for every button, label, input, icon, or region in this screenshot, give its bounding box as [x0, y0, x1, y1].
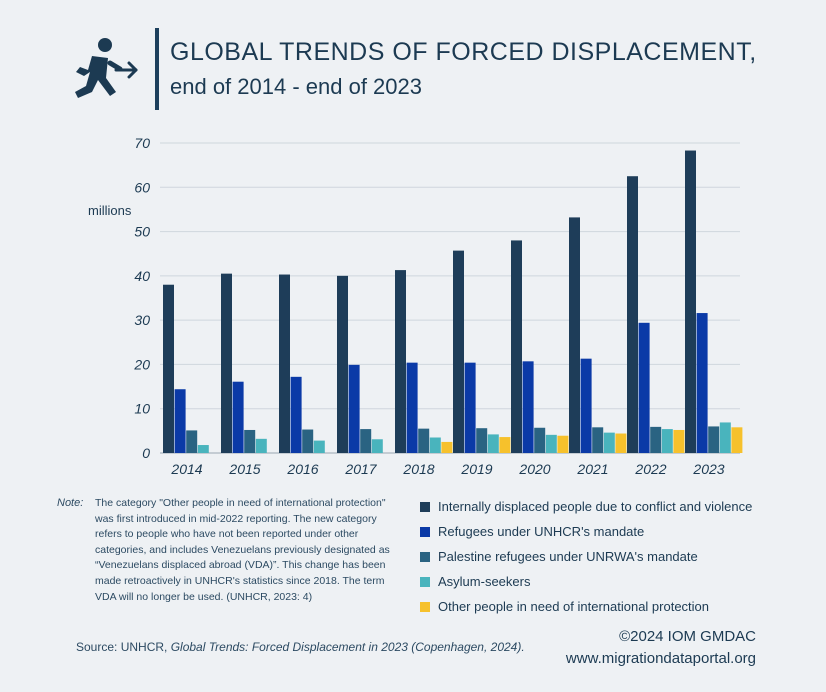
bar: [615, 433, 627, 453]
legend-label-idp: Internally displaced people due to confl…: [438, 499, 753, 514]
x-tick-label: 2021: [576, 461, 608, 477]
bar: [348, 364, 360, 453]
bar: [545, 434, 557, 453]
legend-item-refugees: Refugees under UNHCR's mandate: [420, 519, 752, 544]
bar: [371, 439, 383, 453]
x-tick-label: 2018: [402, 461, 434, 477]
bar: [661, 429, 673, 453]
header-divider: [155, 28, 159, 110]
bar: [232, 381, 244, 453]
bar: [476, 428, 488, 453]
legend-item-idp: Internally displaced people due to confl…: [420, 494, 752, 519]
legend-swatch-asylum: [420, 576, 430, 587]
source-prefix: Source: UNHCR,: [76, 640, 171, 654]
bar: [197, 445, 209, 453]
bar: [719, 422, 731, 453]
x-tick-label: 2014: [170, 461, 202, 477]
legend-swatch-palestine: [420, 551, 430, 562]
bar: [499, 437, 511, 453]
bar: [685, 150, 696, 453]
bar: [174, 389, 186, 453]
bar: [290, 376, 302, 453]
x-tick-label: 2022: [634, 461, 666, 477]
bar: [627, 176, 638, 453]
bar: [522, 361, 534, 453]
bar: [395, 270, 406, 453]
y-tick-label: 20: [133, 356, 150, 372]
legend-item-asylum: Asylum-seekers: [420, 569, 752, 594]
chart-subtitle: end of 2014 - end of 2023: [170, 74, 422, 99]
legend-swatch-idp: [420, 501, 430, 512]
bar: [429, 437, 441, 453]
bar: [511, 240, 522, 453]
note-label: Note:: [57, 497, 84, 509]
x-tick-label: 2020: [518, 461, 550, 477]
legend-label-palestine: Palestine refugees under UNRWA's mandate: [438, 549, 698, 564]
y-tick-label: 10: [134, 401, 150, 417]
bar: [441, 441, 453, 453]
note-text: The category "Other people in need of in…: [95, 497, 390, 603]
bar: [406, 362, 418, 453]
y-tick-label: 50: [134, 224, 150, 240]
source-title: Global Trends: Forced Displacement in 20…: [170, 640, 525, 654]
bar: [255, 438, 267, 453]
x-tick-label: 2023: [692, 461, 724, 477]
bar: [534, 427, 546, 453]
bar: [337, 275, 348, 453]
website-link[interactable]: www.migrationdataportal.org: [565, 650, 756, 667]
legend-label-other: Other people in need of international pr…: [438, 599, 710, 614]
x-tick-label: 2015: [228, 461, 260, 477]
y-axis-label: millions: [88, 203, 132, 218]
legend-label-asylum: Asylum-seekers: [438, 574, 531, 589]
bar: [453, 250, 464, 453]
y-tick-label: 40: [134, 268, 150, 284]
bar: [603, 432, 615, 453]
legend-item-palestine: Palestine refugees under UNRWA's mandate: [420, 544, 752, 569]
bar: [650, 426, 662, 453]
bar: [569, 217, 580, 453]
bar: [302, 429, 314, 453]
person-leaving-arrow-icon: [75, 38, 138, 98]
bar: [696, 313, 708, 453]
y-tick-label: 70: [134, 135, 150, 151]
chart-legend: Internally displaced people due to confl…: [420, 494, 752, 619]
legend-swatch-other: [420, 601, 430, 612]
bar: [487, 434, 499, 453]
bar: [731, 427, 743, 453]
legend-label-refugees: Refugees under UNHCR's mandate: [438, 524, 645, 539]
bar: [592, 427, 604, 453]
source-citation: Source: UNHCR, Global Trends: Forced Dis…: [76, 640, 525, 654]
copyright-text: ©2024 IOM GMDAC: [619, 628, 756, 645]
bar: [557, 435, 569, 453]
bar: [464, 362, 476, 453]
x-tick-label: 2019: [460, 461, 492, 477]
y-tick-label: 60: [134, 179, 150, 195]
y-tick-label: 30: [134, 312, 150, 328]
bar: [313, 440, 325, 453]
bar: [360, 429, 372, 453]
bar: [673, 429, 685, 453]
x-tick-label: 2017: [344, 461, 377, 477]
bar: [708, 426, 720, 453]
y-tick-label: 0: [142, 445, 150, 461]
legend-item-other: Other people in need of international pr…: [420, 594, 752, 619]
bar: [244, 429, 256, 453]
x-tick-label: 2016: [286, 461, 318, 477]
chart-title: GLOBAL TRENDS OF FORCED DISPLACEMENT,: [170, 38, 757, 66]
bar: [279, 274, 290, 453]
bar: [163, 284, 174, 453]
bar: [638, 322, 650, 453]
legend-swatch-refugees: [420, 526, 430, 537]
bar: [580, 358, 592, 453]
bar: [418, 428, 430, 453]
bar: [221, 273, 232, 453]
bar: [186, 430, 198, 453]
